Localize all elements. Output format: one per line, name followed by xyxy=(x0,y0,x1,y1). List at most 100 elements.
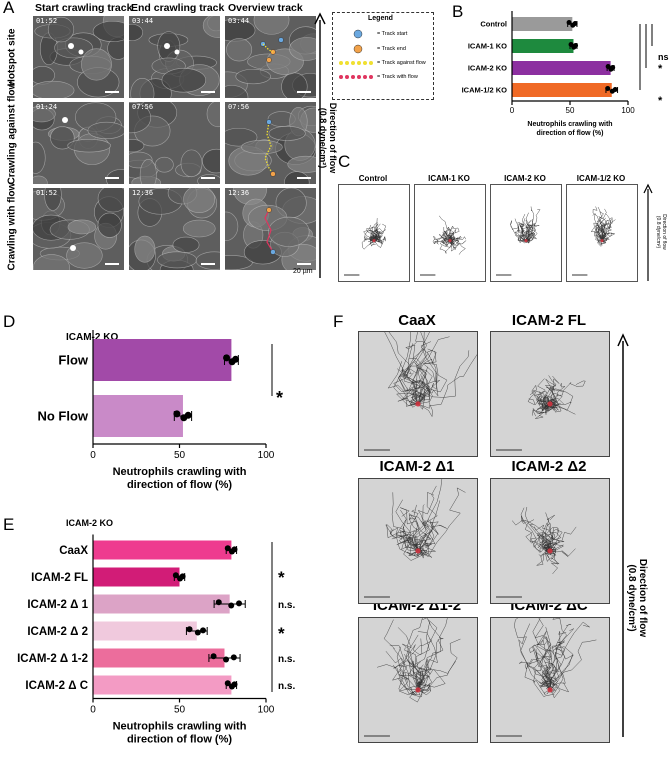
f-title-d2: ICAM-2 Δ2 xyxy=(511,458,587,475)
category-label: ICAM-1 KO xyxy=(468,42,507,51)
legend-track-start-marker xyxy=(353,29,363,39)
bar-D-0 xyxy=(93,339,232,381)
flow-label-a-line2: (0.8 dyne/cm²) xyxy=(318,107,328,169)
scale-bar xyxy=(201,91,215,93)
axis-label: Neutrophils crawling with xyxy=(113,466,247,478)
tick-label: 100 xyxy=(621,106,635,115)
tick-label: 50 xyxy=(174,450,186,461)
axes xyxy=(511,11,629,105)
bar-B-3 xyxy=(512,83,612,97)
significance-label: * xyxy=(658,63,663,75)
scale-bar xyxy=(297,263,311,265)
flow-label-f-line2: (0.8 dyne/cm²) xyxy=(626,564,637,632)
significance-brackets xyxy=(639,24,653,90)
c-trajectory-plot-1 xyxy=(414,184,486,282)
micro-image-r1-c1: 07:56 xyxy=(129,102,220,184)
micro-image-r2-c0: 01:52 xyxy=(33,188,124,270)
micro-texture xyxy=(225,102,316,184)
category-label: ICAM-2 Δ 1 xyxy=(27,599,88,611)
legend-against-line xyxy=(339,61,373,65)
scale-bar xyxy=(105,91,119,93)
bar-E-2 xyxy=(93,594,230,614)
c-trajectory-plot-0-tracks xyxy=(344,218,387,276)
tick-label: 100 xyxy=(258,705,275,716)
panel-label-e: E xyxy=(3,515,15,534)
tick-label: 0 xyxy=(90,450,96,461)
micro-texture xyxy=(225,188,316,270)
c-trajectory-plot-2-tracks xyxy=(496,206,541,276)
timestamp: 01:52 xyxy=(36,189,58,197)
bar-E-1 xyxy=(93,567,180,587)
f-title-d1: ICAM-2 Δ1 xyxy=(379,458,455,475)
axis-label: Neutrophils crawling with xyxy=(527,121,612,128)
micro-texture xyxy=(225,16,316,98)
f-trajectory-plot-4-tracks xyxy=(364,608,461,737)
legend-item-start: = Track start xyxy=(377,31,408,37)
micro-image-r2-c1: 12:36 xyxy=(129,188,220,270)
axis-label: direction of flow (%) xyxy=(537,130,604,137)
axis-label: direction of flow (%) xyxy=(127,734,232,746)
data-points xyxy=(605,86,618,94)
c-title-icam12: ICAM-1/2 KO xyxy=(576,174,626,183)
tick-label: 50 xyxy=(566,106,575,115)
data-points xyxy=(172,572,186,582)
chart-b: Control ICAM-1 KO ICAM-2 KO ICAM-1/2 KO 0 50 1… xyxy=(462,11,669,137)
timestamp: 07:56 xyxy=(132,103,154,111)
scale-bar xyxy=(105,177,119,179)
panel-label-c: C xyxy=(338,152,351,171)
data-points xyxy=(568,42,579,50)
c-trajectory-plot-3 xyxy=(566,184,638,282)
legend-box: Legend = Track start = Track end = Track… xyxy=(332,12,434,100)
col-title-start: Start crawling track xyxy=(35,2,133,14)
row-label-with: Crawling with flow xyxy=(6,182,18,271)
c-title-icam2: ICAM-2 KO xyxy=(504,174,546,183)
col-title-overview: Overview track xyxy=(228,2,303,14)
category-label: Flow xyxy=(58,353,88,368)
flow-arrow-a xyxy=(314,12,326,278)
bar-E-0 xyxy=(93,540,232,560)
row-label-against: Crawling against flow xyxy=(6,81,18,185)
scale-bar xyxy=(105,263,119,265)
data-points xyxy=(173,410,192,422)
data-points xyxy=(605,64,616,72)
category-label: ICAM-1/2 KO xyxy=(462,86,508,95)
category-label: CaaX xyxy=(59,545,88,557)
significance-label: * xyxy=(278,568,285,587)
axes xyxy=(92,534,267,703)
legend-item-with: = Track with flow xyxy=(377,74,418,80)
panel-label-d: D xyxy=(3,312,16,331)
micro-texture xyxy=(129,188,220,270)
scale-bar-label: 20 µm xyxy=(293,268,313,275)
c-trajectory-plot-3-tracks xyxy=(572,206,616,276)
micro-texture xyxy=(129,16,220,98)
micro-image-r2-c2: 12:36 xyxy=(225,188,316,270)
c-title-control: Control xyxy=(358,174,388,183)
micro-image-r0-c1: 03:44 xyxy=(129,16,220,98)
c-trajectory-plot-2 xyxy=(490,184,562,282)
micro-texture xyxy=(129,102,220,184)
c-trajectory-plot-0 xyxy=(338,184,410,282)
data-points xyxy=(186,626,207,636)
scale-bar xyxy=(201,177,215,179)
micro-texture xyxy=(33,102,124,184)
legend-title: Legend xyxy=(368,15,393,22)
scale-bar xyxy=(297,177,311,179)
timestamp: 12:36 xyxy=(132,189,154,197)
flow-label-c-line2: (0.8 dyne/cm²) xyxy=(655,215,661,249)
f-title-caax: CaaX xyxy=(398,312,436,329)
timestamp: 01:52 xyxy=(36,17,58,25)
legend-item-end: = Track end xyxy=(377,46,406,52)
micro-image-r0-c2: 03:44 xyxy=(225,16,316,98)
micro-texture xyxy=(33,16,124,98)
timestamp: 03:44 xyxy=(228,17,250,25)
timestamp: 01:24 xyxy=(36,103,58,111)
category-label: No Flow xyxy=(37,409,88,424)
tick-label: 100 xyxy=(258,450,275,461)
chart-e: ICAM-2 KO CaaX ICAM-2 FL ICAM-2 Δ 1 ICAM-2 Δ… xyxy=(17,518,295,746)
data-points xyxy=(223,354,240,366)
category-label: ICAM-2 KO xyxy=(468,64,507,73)
timestamp: 12:36 xyxy=(228,189,250,197)
legend-swatches xyxy=(339,29,373,79)
bar-D-1 xyxy=(93,395,183,437)
micro-image-r1-c2: 07:56 xyxy=(225,102,316,184)
